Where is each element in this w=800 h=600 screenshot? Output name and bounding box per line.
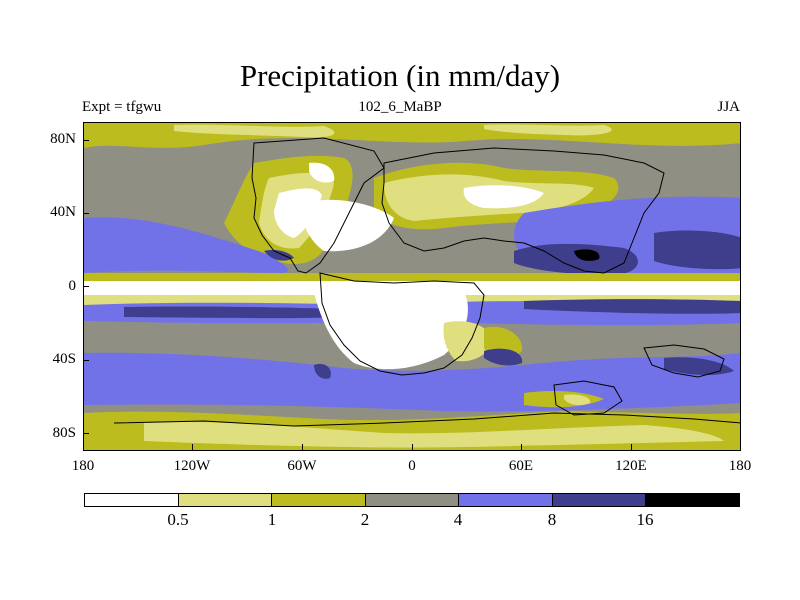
period-label: 102_6_MaBP bbox=[358, 99, 442, 115]
antarctica-outline bbox=[113, 412, 740, 427]
season-label: JJA bbox=[717, 99, 740, 115]
colorbar-label-0: 0.5 bbox=[167, 510, 189, 529]
colorbar-label-2: 2 bbox=[360, 510, 370, 529]
colorbar-box-3 bbox=[365, 494, 460, 506]
lon-label-180w: 180 bbox=[71, 458, 95, 474]
gondwana-light bbox=[443, 321, 494, 362]
lon-label-60e: 60E bbox=[508, 458, 534, 474]
na-white-2 bbox=[309, 162, 335, 183]
eurasia-outline bbox=[381, 147, 665, 274]
north-america-outline bbox=[251, 137, 385, 274]
lat-label-40n: 40N bbox=[50, 204, 76, 220]
plot-title: Precipitation (in mm/day) bbox=[239, 58, 561, 93]
na-white bbox=[274, 188, 322, 238]
lat-tick bbox=[83, 433, 89, 434]
lon-tick bbox=[631, 444, 632, 450]
coastlines bbox=[113, 137, 740, 427]
monsoon-max bbox=[574, 249, 600, 261]
band-north-light bbox=[174, 124, 335, 138]
eurasia-white bbox=[463, 185, 544, 209]
lat-tick bbox=[83, 140, 89, 141]
lat-label-80n: 80N bbox=[50, 131, 76, 147]
lon-tick bbox=[412, 444, 413, 450]
eq-yellow-north bbox=[84, 273, 740, 283]
band-north-light-2 bbox=[484, 124, 612, 136]
colorbar-box-2 bbox=[272, 494, 366, 506]
central-am-dark bbox=[264, 249, 294, 261]
colorbar-box-5 bbox=[552, 494, 647, 506]
colorbar-label-3: 4 bbox=[453, 510, 463, 529]
colorbar bbox=[84, 493, 740, 507]
lon-label-120w: 120W bbox=[173, 458, 211, 474]
colorbar-label-1: 1 bbox=[267, 510, 277, 529]
sh-itcz-dark-east bbox=[524, 299, 740, 314]
australia-outline bbox=[643, 344, 725, 378]
gondwana-outline bbox=[319, 272, 485, 376]
sh-storm-dark bbox=[664, 357, 734, 376]
colorbar-box-6 bbox=[646, 494, 740, 506]
experiment-label: Expt = tfgwu bbox=[82, 99, 162, 115]
colorbar-box-1 bbox=[178, 494, 273, 506]
lat-tick bbox=[83, 360, 89, 361]
sh-storm-dark-3 bbox=[484, 348, 523, 366]
colorbar-label-4: 8 bbox=[547, 510, 557, 529]
sahara-like-white bbox=[302, 199, 394, 252]
wpac-dark bbox=[654, 230, 740, 270]
lon-label-120e: 120E bbox=[615, 458, 647, 474]
map-canvas bbox=[84, 123, 740, 450]
sh-storm-dark-2 bbox=[314, 363, 331, 379]
colorbar-box-0 bbox=[85, 494, 179, 506]
lat-label-40s: 40S bbox=[52, 351, 76, 367]
colorbar-box-4 bbox=[459, 494, 553, 506]
gondwana-white bbox=[314, 286, 468, 370]
colorbar-label-5: 16 bbox=[636, 510, 654, 529]
antarctic-light bbox=[144, 422, 724, 448]
lon-label-60w: 60W bbox=[287, 458, 317, 474]
australia-light bbox=[564, 394, 591, 406]
lat-label-0: 0 bbox=[68, 278, 77, 294]
lat-tick bbox=[83, 213, 89, 214]
lon-tick bbox=[192, 444, 193, 450]
lon-tick bbox=[521, 444, 522, 450]
lat-label-80s: 80S bbox=[52, 425, 76, 441]
lon-label-180e: 180 bbox=[728, 458, 752, 474]
npac-purple bbox=[84, 217, 288, 273]
precipitation-map bbox=[83, 122, 741, 451]
lat-tick bbox=[83, 286, 89, 287]
island-outline bbox=[553, 380, 623, 416]
lon-label-0: 0 bbox=[408, 458, 416, 474]
lon-tick bbox=[302, 444, 303, 450]
